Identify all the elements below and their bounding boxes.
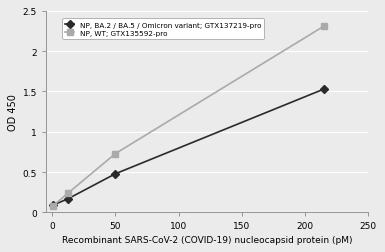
NP, BA.2 / BA.5 / Omicron variant; GTX137219-pro — [66, 198, 70, 201]
X-axis label: Recombinant SARS-CoV-2 (COVID-19) nucleocapsid protein (pM): Recombinant SARS-CoV-2 (COVID-19) nucleo… — [62, 235, 352, 244]
Line: NP, WT; GTX135592-pro: NP, WT; GTX135592-pro — [50, 24, 326, 209]
NP, WT; GTX135592-pro — [113, 152, 118, 155]
NP, BA.2 / BA.5 / Omicron variant; GTX137219-pro — [50, 204, 55, 207]
NP, WT; GTX135592-pro — [66, 192, 70, 195]
NP, WT; GTX135592-pro — [50, 205, 55, 208]
NP, BA.2 / BA.5 / Omicron variant; GTX137219-pro — [321, 88, 326, 91]
NP, BA.2 / BA.5 / Omicron variant; GTX137219-pro — [113, 173, 118, 176]
Line: NP, BA.2 / BA.5 / Omicron variant; GTX137219-pro: NP, BA.2 / BA.5 / Omicron variant; GTX13… — [50, 87, 326, 208]
NP, WT; GTX135592-pro — [321, 25, 326, 28]
Legend: NP, BA.2 / BA.5 / Omicron variant; GTX137219-pro, NP, WT; GTX135592-pro: NP, BA.2 / BA.5 / Omicron variant; GTX13… — [62, 19, 264, 40]
Y-axis label: OD 450: OD 450 — [8, 94, 18, 131]
